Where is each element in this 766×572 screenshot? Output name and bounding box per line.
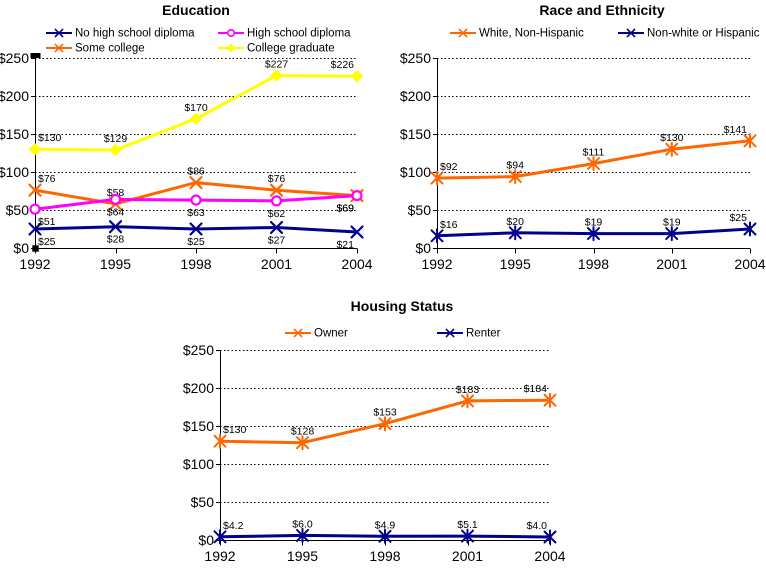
svg-text:$51: $51	[38, 216, 56, 228]
svg-text:$4.9: $4.9	[375, 519, 396, 531]
svg-text:$20: $20	[506, 216, 524, 228]
svg-text:$250: $250	[400, 50, 431, 66]
svg-text:$250: $250	[0, 50, 29, 66]
svg-text:Some college: Some college	[75, 43, 145, 55]
svg-text:Owner: Owner	[314, 328, 348, 340]
svg-text:1998: 1998	[578, 256, 609, 272]
svg-text:$226: $226	[331, 59, 355, 71]
svg-text:$150: $150	[183, 418, 214, 434]
svg-text:$130: $130	[660, 132, 684, 144]
svg-text:$63: $63	[187, 207, 205, 219]
svg-text:$92: $92	[440, 161, 458, 173]
svg-text:$76: $76	[268, 173, 286, 185]
svg-text:2001: 2001	[261, 256, 292, 272]
svg-text:$4.2: $4.2	[223, 520, 244, 532]
svg-text:$16: $16	[440, 219, 458, 231]
svg-text:$184: $184	[524, 383, 548, 395]
svg-text:$100: $100	[0, 164, 29, 180]
svg-text:1992: 1992	[204, 548, 235, 564]
svg-text:$100: $100	[400, 164, 431, 180]
svg-text:$183: $183	[456, 384, 480, 396]
svg-text:2004: 2004	[534, 548, 565, 564]
svg-text:2001: 2001	[656, 256, 687, 272]
svg-text:$25: $25	[38, 236, 56, 248]
svg-text:No high school diploma: No high school diploma	[75, 28, 195, 40]
svg-text:$50: $50	[6, 202, 30, 218]
svg-text:$0: $0	[415, 240, 431, 256]
svg-text:$69: $69	[336, 203, 354, 215]
svg-text:$19: $19	[663, 217, 681, 229]
svg-text:$5.1: $5.1	[457, 519, 478, 531]
svg-text:1995: 1995	[100, 256, 131, 272]
svg-text:1995: 1995	[287, 548, 318, 564]
svg-text:$64: $64	[107, 206, 125, 218]
svg-text:1998: 1998	[369, 548, 400, 564]
svg-text:1992: 1992	[421, 256, 452, 272]
svg-text:$153: $153	[373, 407, 397, 419]
svg-text:$250: $250	[183, 342, 214, 358]
svg-text:$150: $150	[0, 126, 29, 142]
svg-text:Housing Status: Housing Status	[351, 298, 454, 314]
svg-text:$50: $50	[408, 202, 432, 218]
svg-text:1995: 1995	[500, 256, 531, 272]
svg-text:$86: $86	[187, 166, 205, 178]
svg-text:Race and Ethnicity: Race and Ethnicity	[539, 2, 664, 18]
svg-text:$25: $25	[729, 212, 747, 224]
svg-text:$94: $94	[506, 160, 524, 172]
svg-text:$200: $200	[183, 380, 214, 396]
svg-text:$200: $200	[400, 88, 431, 104]
svg-text:$0: $0	[13, 240, 29, 256]
svg-text:2001: 2001	[452, 548, 483, 564]
svg-text:$227: $227	[265, 59, 289, 71]
svg-text:$76: $76	[38, 173, 56, 185]
svg-text:$141: $141	[724, 124, 748, 136]
svg-text:Education: Education	[162, 2, 230, 18]
svg-text:Renter: Renter	[466, 328, 501, 340]
svg-text:$50: $50	[191, 494, 215, 510]
svg-text:$130: $130	[223, 424, 247, 436]
svg-text:$111: $111	[583, 147, 605, 159]
svg-text:$21: $21	[336, 239, 354, 251]
svg-text:$170: $170	[184, 102, 208, 114]
svg-text:$19: $19	[585, 217, 603, 229]
svg-text:$62: $62	[268, 208, 286, 220]
svg-text:$27: $27	[268, 235, 286, 247]
svg-text:1992: 1992	[19, 256, 50, 272]
svg-text:$150: $150	[400, 126, 431, 142]
svg-text:$0: $0	[198, 532, 214, 548]
svg-text:$100: $100	[183, 456, 214, 472]
svg-text:College graduate: College graduate	[247, 43, 335, 55]
svg-text:High school diploma: High school diploma	[247, 28, 351, 40]
svg-text:$4.0: $4.0	[527, 520, 548, 532]
svg-text:$6.0: $6.0	[292, 518, 313, 530]
svg-text:$28: $28	[107, 234, 125, 246]
svg-text:$130: $130	[38, 132, 62, 144]
svg-text:2004: 2004	[734, 256, 765, 272]
svg-text:White, Non-Hispanic: White, Non-Hispanic	[479, 28, 584, 40]
svg-text:1998: 1998	[180, 256, 211, 272]
svg-text:Non-white or Hispanic: Non-white or Hispanic	[647, 28, 760, 40]
svg-text:$200: $200	[0, 88, 29, 104]
svg-text:$129: $129	[104, 133, 128, 145]
svg-text:$128: $128	[291, 426, 315, 438]
svg-text:2004: 2004	[341, 256, 372, 272]
svg-text:$25: $25	[187, 236, 205, 248]
